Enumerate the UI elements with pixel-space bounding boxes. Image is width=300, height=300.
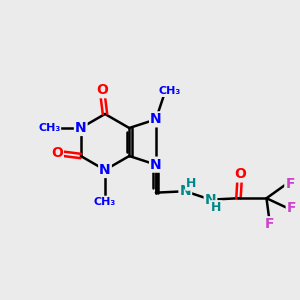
Text: N: N — [99, 163, 111, 177]
Text: N: N — [75, 121, 87, 135]
Text: F: F — [265, 217, 274, 231]
Text: F: F — [285, 177, 295, 191]
Text: O: O — [51, 146, 63, 160]
Text: H: H — [211, 201, 222, 214]
Text: N: N — [150, 112, 162, 126]
Text: N: N — [205, 193, 216, 207]
Text: N: N — [179, 184, 191, 198]
Text: CH₃: CH₃ — [158, 86, 180, 96]
Text: CH₃: CH₃ — [38, 123, 60, 133]
Text: CH₃: CH₃ — [94, 196, 116, 207]
Text: H: H — [186, 177, 196, 190]
Text: F: F — [287, 201, 296, 215]
Text: O: O — [96, 83, 108, 97]
Text: O: O — [234, 167, 246, 182]
Text: N: N — [150, 158, 162, 172]
